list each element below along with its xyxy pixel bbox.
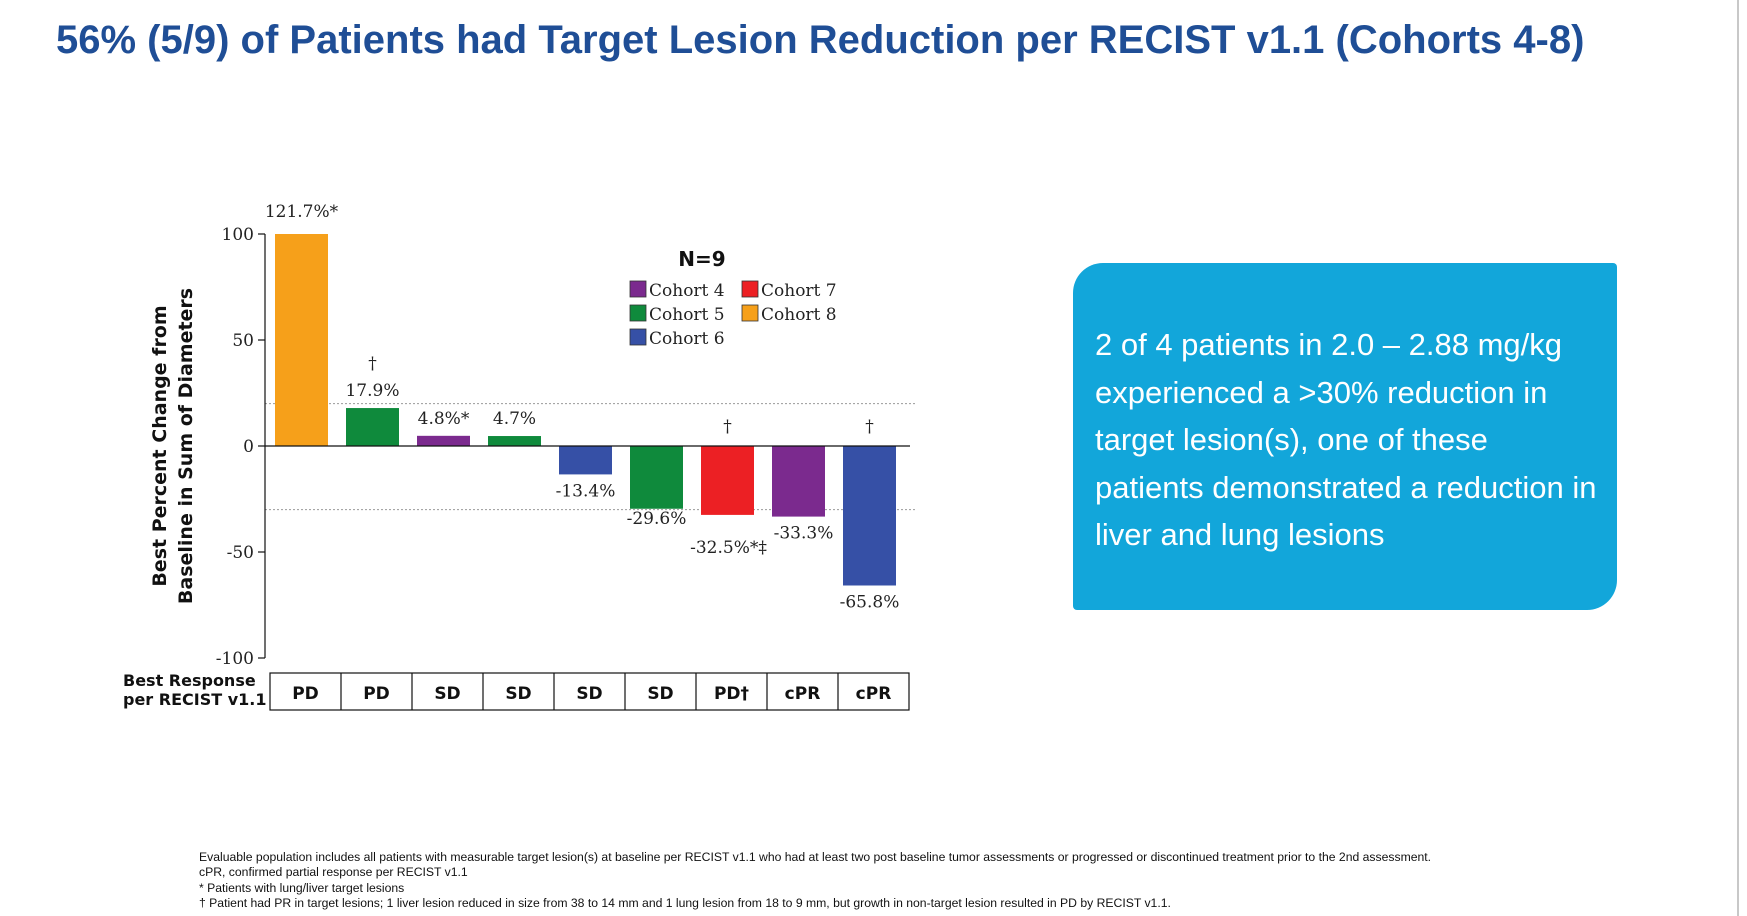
- response-cell: cPR: [856, 684, 892, 704]
- response-cell: PD: [363, 684, 390, 704]
- data-label: 17.9%: [345, 381, 399, 401]
- legend-swatch: [629, 328, 647, 346]
- bar: [417, 435, 470, 446]
- footnote-3: * Patients with lung/liver target lesion…: [199, 880, 405, 895]
- response-cell: cPR: [785, 684, 821, 704]
- slide-title: 56% (5/9) of Patients had Target Lesion …: [56, 18, 1585, 62]
- bar: [843, 446, 896, 586]
- y-tick-label: 0: [243, 437, 254, 457]
- legend: N=9 Cohort 4 Cohort 5 Cohort 6 Cohort 7 Cohor…: [629, 247, 837, 349]
- legend-swatch: [629, 304, 647, 322]
- data-label: -13.4%: [556, 481, 616, 501]
- data-label: -29.6%: [627, 509, 687, 529]
- legend-swatch: [629, 280, 647, 298]
- legend-entry: Cohort 8: [761, 305, 837, 325]
- footnotes: Evaluable population includes all patien…: [199, 850, 1719, 911]
- bar: [772, 446, 825, 517]
- response-table-border: [269, 672, 910, 711]
- bar-labels: 121.7%* 17.9% † 4.8%* 4.7% -13.4% -29.6%-32.5%…: [265, 202, 900, 612]
- legend-swatch: [741, 304, 759, 322]
- bar: [488, 436, 541, 446]
- y-tick-label: -100: [216, 649, 254, 669]
- legend-entry: Cohort 7: [761, 281, 837, 301]
- data-label: 121.7%*: [265, 202, 339, 222]
- response-cell: SD: [505, 684, 531, 704]
- bars: [275, 234, 896, 586]
- data-label: 4.7%: [493, 409, 536, 429]
- y-tick-label: 50: [232, 331, 254, 351]
- response-cell: SD: [434, 684, 460, 704]
- legend-title: N=9: [678, 247, 725, 271]
- response-cell: PD†: [714, 684, 749, 704]
- callout-text: 2 of 4 patients in 2.0 – 2.88 mg/kg expe…: [1095, 327, 1597, 552]
- y-tick-label: 100: [222, 225, 254, 245]
- callout-box: 2 of 4 patients in 2.0 – 2.88 mg/kg expe…: [1073, 263, 1617, 610]
- data-label: -33.3%: [774, 524, 834, 544]
- dagger-marker: †: [723, 417, 732, 437]
- legend-entry: Cohort 6: [649, 329, 725, 349]
- legend-entry: Cohort 4: [649, 281, 725, 301]
- footnote-1: Evaluable population includes all patien…: [199, 850, 1432, 864]
- response-cell: SD: [647, 684, 673, 704]
- y-axis-title: Best Percent Change from Baseline in Sum …: [149, 288, 197, 604]
- response-cell: SD: [576, 684, 602, 704]
- response-row-label: Best Response: [123, 671, 256, 690]
- slide-right-border: [1737, 0, 1739, 916]
- footnote-2: cPR, confirmed partial response per RECI…: [199, 865, 468, 880]
- bar: [630, 446, 683, 509]
- bar: [346, 408, 399, 446]
- legend-entry: Cohort 5: [649, 305, 725, 325]
- data-label: 4.8%*: [418, 409, 470, 429]
- y-tick-label: -50: [227, 543, 254, 563]
- dagger-marker: †: [368, 354, 377, 374]
- data-label: -65.8%: [840, 592, 900, 612]
- dagger-marker: †: [865, 417, 874, 437]
- legend-swatch: [741, 280, 759, 298]
- reference-lines: [265, 403, 916, 511]
- data-label: -32.5%*‡: [690, 538, 767, 558]
- response-cell: PD: [292, 684, 319, 704]
- bar: [275, 234, 328, 446]
- footnote-4: † Patient had PR in target lesions; 1 li…: [199, 895, 1171, 910]
- bar: [701, 446, 754, 515]
- response-row-label: per RECIST v1.1: [123, 690, 267, 709]
- y-axis: 100 50 0 -50 -100 Best Percent Change from Bas…: [149, 225, 910, 669]
- bar: [559, 446, 612, 475]
